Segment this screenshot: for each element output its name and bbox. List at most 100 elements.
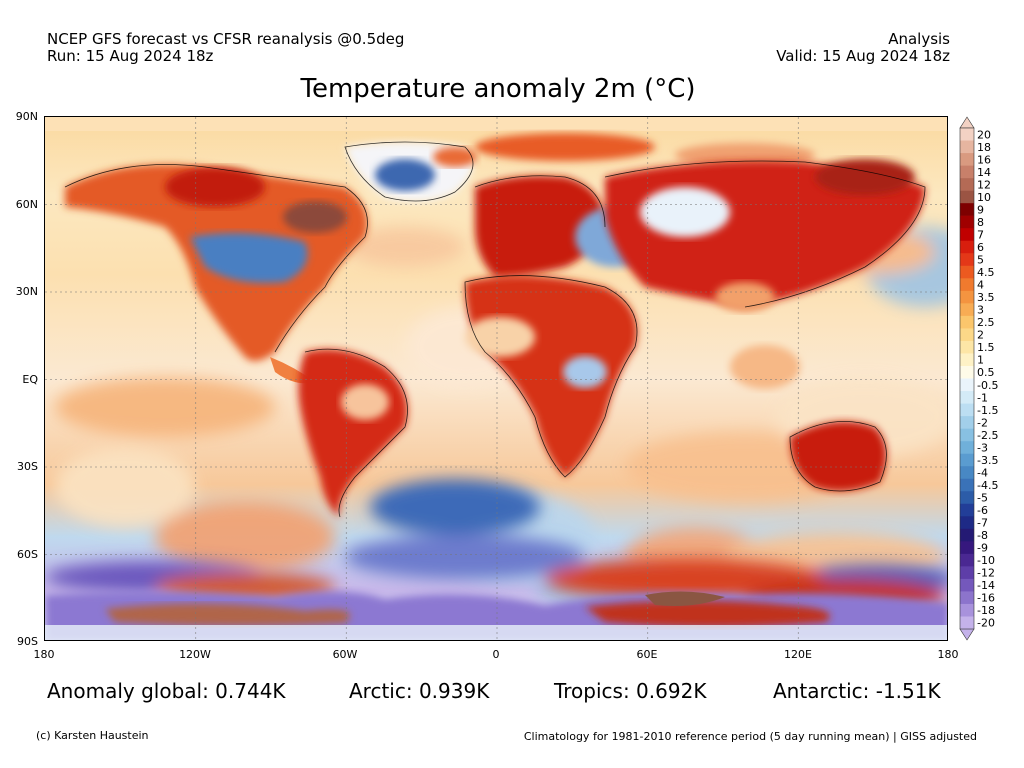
- legend-swatch: [960, 228, 974, 242]
- legend-label: 7: [977, 228, 984, 241]
- lat-label-30n: 30N: [15, 285, 38, 298]
- legend-label: 2: [977, 329, 984, 342]
- legend-swatch: [960, 528, 974, 542]
- legend-swatch: [960, 553, 974, 567]
- stat-antarctic: Antarctic: -1.51K: [773, 679, 941, 703]
- lat-label-60s: 60S: [17, 548, 38, 561]
- legend-label: -2.5: [977, 429, 998, 442]
- legend-label: 3: [977, 304, 984, 317]
- legend-swatch: [960, 428, 974, 442]
- legend-swatch: [960, 603, 974, 617]
- legend-label: -18: [977, 604, 995, 617]
- lon-label-180e: 180: [937, 648, 959, 661]
- legend-frame: [959, 127, 975, 630]
- legend-label: -2: [977, 416, 988, 429]
- legend-swatch: [960, 165, 974, 179]
- legend-label: -1.5: [977, 404, 998, 417]
- legend-label: 5: [977, 254, 984, 267]
- legend-label: 12: [977, 178, 991, 191]
- legend-min-arrow: [959, 628, 975, 641]
- legend-label: 6: [977, 241, 984, 254]
- climatology-note: Climatology for 1981-2010 reference peri…: [523, 730, 977, 743]
- legend-label: 9: [977, 203, 984, 216]
- legend-swatch: [960, 578, 974, 592]
- lon-label-0: 0: [492, 648, 500, 661]
- legend-swatch: [960, 353, 974, 367]
- legend-swatch: [960, 441, 974, 454]
- legend-label: -7: [977, 517, 988, 530]
- product-type: Analysis: [888, 30, 950, 48]
- legend-label: -3.5: [977, 454, 998, 467]
- lon-label-120w: 120W: [179, 648, 211, 661]
- lat-label-60n: 60N: [15, 198, 38, 211]
- legend-swatch: [960, 503, 974, 517]
- legend-swatch: [960, 378, 974, 392]
- anomaly-field: [45, 117, 947, 640]
- legend-swatch: [960, 128, 974, 141]
- legend-swatch: [960, 153, 974, 166]
- legend-label: -3: [977, 441, 988, 454]
- lat-label-30s: 30S: [17, 460, 38, 473]
- lon-label-60w: 60W: [332, 648, 358, 661]
- legend-label: -10: [977, 554, 995, 567]
- legend-max-arrow: [959, 116, 975, 129]
- legend-swatch: [960, 215, 974, 229]
- map-title: Temperature anomaly 2m (°C): [300, 74, 696, 104]
- valid-time: Valid: 15 Aug 2024 18z: [776, 47, 950, 65]
- legend-swatch: [960, 178, 974, 191]
- lat-label-90n: 90N: [15, 110, 38, 123]
- legend-bar: 201816141210987654.543.532.521.510.5-0.5…: [959, 116, 998, 641]
- lon-label-60e: 60E: [636, 648, 658, 661]
- legend-swatch: [960, 566, 974, 580]
- legend-label: 0.5: [977, 366, 995, 379]
- legend-label: 8: [977, 216, 984, 229]
- legend-swatch: [960, 253, 974, 267]
- legend-label: 4: [977, 279, 984, 292]
- legend-swatch: [960, 416, 974, 429]
- legend-swatch: [960, 391, 974, 404]
- legend-swatch: [960, 328, 974, 342]
- legend-label: -1: [977, 391, 988, 404]
- legend-swatch: [960, 466, 974, 479]
- legend-swatch: [960, 491, 974, 505]
- legend-swatch: [960, 240, 974, 254]
- legend-label: -16: [977, 592, 995, 605]
- legend-label: -6: [977, 504, 988, 517]
- legend-swatch: [960, 290, 974, 304]
- lat-label-90s: 90S: [17, 635, 38, 648]
- legend-swatch: [960, 365, 974, 379]
- legend-label: -5: [977, 491, 988, 504]
- legend-label: 20: [977, 128, 991, 141]
- legend-label: -4: [977, 466, 988, 479]
- legend-swatch: [960, 403, 974, 417]
- legend-swatch: [960, 616, 974, 630]
- legend-swatch: [960, 140, 974, 154]
- legend-label: -20: [977, 617, 995, 630]
- model-description: NCEP GFS forecast vs CFSR reanalysis @0.…: [47, 30, 405, 48]
- legend-swatch: [960, 203, 974, 216]
- legend-label: 14: [977, 166, 991, 179]
- legend-swatch: [960, 340, 974, 354]
- color-legend: 20 18 16 14 12 10 9 8 7 6 5 4.5 4 3.5 3 2.5 2 1.5 1 0.5 -0.5…: [958, 116, 1020, 641]
- credit: (c) Karsten Haustein: [36, 729, 149, 742]
- run-time: Run: 15 Aug 2024 18z: [47, 47, 214, 65]
- legend-label: 16: [977, 153, 991, 166]
- stat-arctic: Arctic: 0.939K: [349, 679, 490, 703]
- stat-tropics: Tropics: 0.692K: [554, 679, 707, 703]
- legend-label: 1: [977, 354, 984, 367]
- legend-label: 2.5: [977, 316, 995, 329]
- legend-swatch: [960, 541, 974, 555]
- legend-label: -14: [977, 579, 995, 592]
- legend-label: 10: [977, 191, 991, 204]
- legend-label: -12: [977, 567, 995, 580]
- legend-swatch: [960, 303, 974, 317]
- legend-label: -0.5: [977, 379, 998, 392]
- legend-swatch: [960, 453, 974, 467]
- lon-label-120e: 120E: [784, 648, 812, 661]
- legend-label: -9: [977, 542, 988, 555]
- legend-label: -8: [977, 529, 988, 542]
- anomaly-map: [44, 116, 948, 641]
- legend-swatch: [960, 478, 974, 492]
- legend-label: -4.5: [977, 479, 998, 492]
- legend-swatch: [960, 278, 974, 292]
